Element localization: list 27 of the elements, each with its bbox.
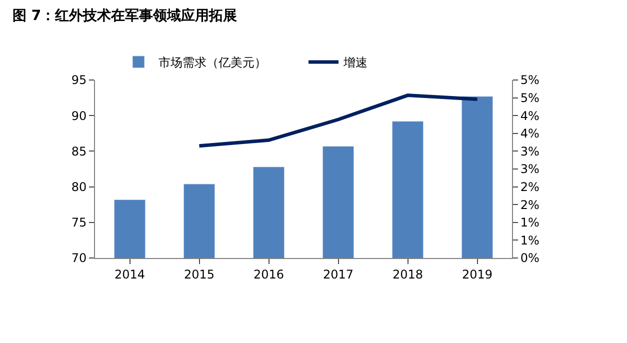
y2-tick-label: 5% (520, 73, 540, 88)
x-tick-label: 2018 (392, 267, 424, 282)
y-tick-label: 85 (71, 144, 87, 158)
x-tick-label: 2019 (462, 267, 493, 282)
legend-label: 市场需求（亿美元） (158, 56, 266, 70)
y2-tick-label: 2% (520, 198, 540, 212)
chart-title: 图 7：红外技术在军事领域应用拓展 (12, 7, 238, 24)
y-tick-label: 95 (71, 73, 87, 88)
y2-tick-label: 3% (520, 144, 540, 158)
y2-tick-label: 0% (520, 251, 540, 266)
y2-tick-label: 4% (520, 126, 540, 141)
y-tick-label: 70 (71, 251, 87, 266)
legend-label: 增速 (342, 56, 368, 70)
y2-tick-label: 2% (520, 180, 540, 194)
y2-tick-label: 5% (520, 91, 540, 105)
y-tick-label: 90 (71, 108, 87, 123)
x-tick-label: 2015 (184, 267, 215, 282)
y2-tick-label: 4% (520, 108, 540, 123)
y-tick-label: 75 (71, 216, 87, 230)
x-tick-label: 2016 (253, 267, 284, 282)
y2-tick-label: 3% (520, 162, 540, 176)
y2-tick-label: 1% (520, 216, 540, 230)
x-tick-label: 2014 (114, 267, 146, 282)
line-series (198, 94, 479, 148)
y-tick-label: 80 (71, 180, 87, 194)
x-tick-label: 2017 (322, 267, 354, 282)
y2-tick-label: 1% (520, 233, 540, 248)
